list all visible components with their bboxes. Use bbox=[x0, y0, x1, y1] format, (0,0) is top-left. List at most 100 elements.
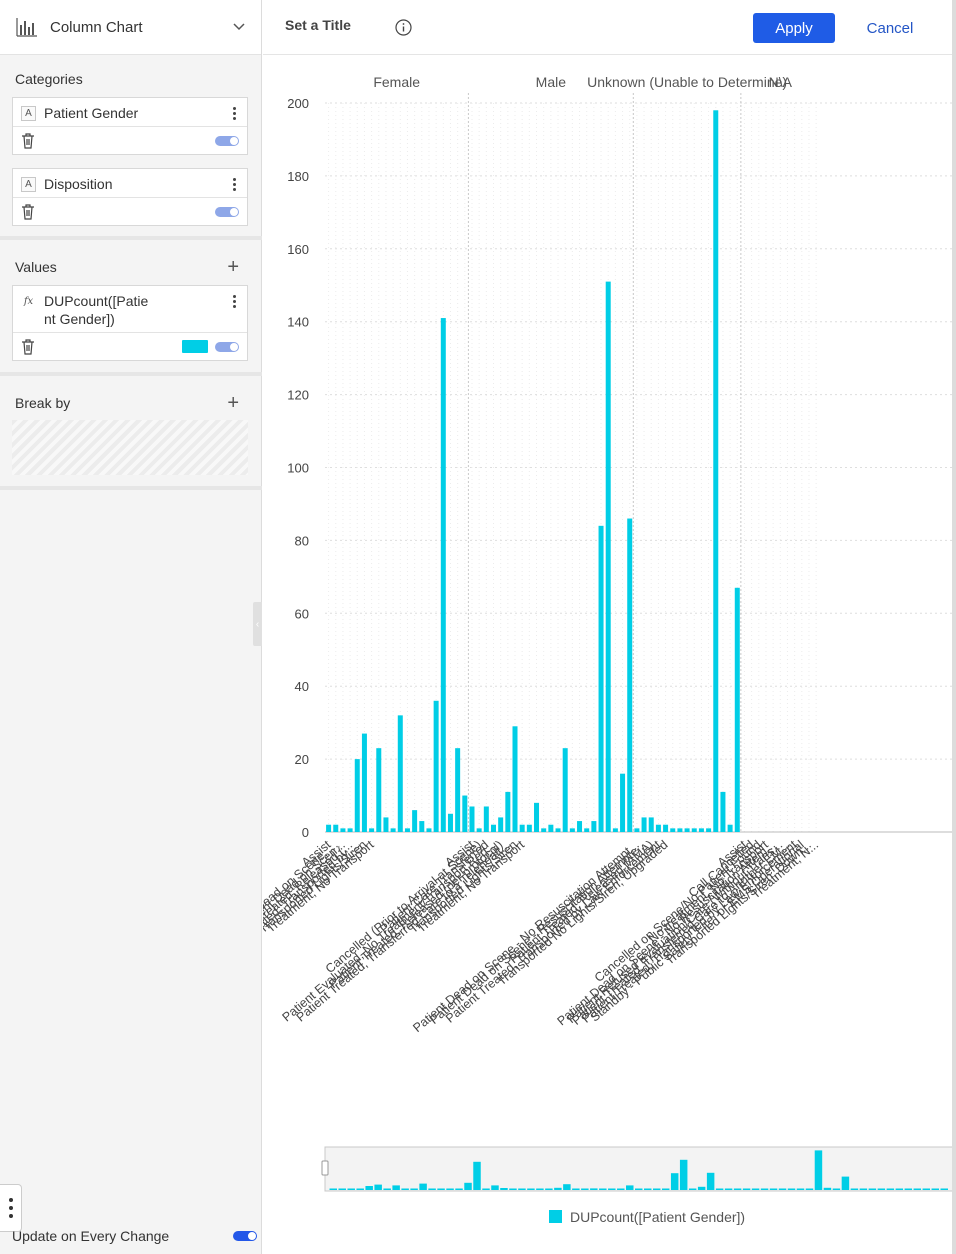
grid-layer bbox=[325, 93, 953, 833]
more-options-icon[interactable] bbox=[229, 104, 239, 120]
bar bbox=[347, 828, 353, 832]
visibility-toggle[interactable] bbox=[215, 135, 239, 146]
column-chart-icon bbox=[16, 18, 37, 37]
break-by-title: Break by bbox=[15, 395, 71, 411]
navigator-bar bbox=[679, 1159, 688, 1190]
chevron-down-icon[interactable] bbox=[233, 23, 245, 31]
bar bbox=[569, 828, 575, 832]
chart-type-label: Column Chart bbox=[50, 18, 143, 36]
category-card-patient-gender: A Patient Gender bbox=[12, 97, 248, 155]
legend-swatch bbox=[549, 1210, 562, 1223]
bar bbox=[612, 828, 618, 832]
y-tick-label: 200 bbox=[287, 96, 309, 111]
bar bbox=[591, 821, 597, 832]
bar bbox=[354, 759, 360, 832]
formula-icon: fx bbox=[23, 296, 34, 307]
chart-navigator bbox=[321, 1146, 954, 1192]
category-label[interactable]: Disposition bbox=[44, 176, 113, 192]
y-tick-label: 20 bbox=[295, 752, 309, 767]
more-options-icon[interactable] bbox=[229, 175, 239, 191]
update-on-change-row: Update on Every Change bbox=[12, 1228, 257, 1244]
navigator-bar bbox=[635, 1188, 643, 1190]
bar bbox=[383, 817, 389, 832]
bar bbox=[404, 828, 410, 832]
trash-icon[interactable] bbox=[21, 338, 35, 355]
column-chart: Female Male Unknown (Unable to Determine)N… bbox=[263, 74, 954, 1225]
navigator-bar bbox=[742, 1188, 751, 1190]
bar bbox=[555, 828, 561, 832]
navigator-bar bbox=[823, 1187, 832, 1190]
navigator-bar bbox=[347, 1188, 355, 1190]
navigator-bar bbox=[338, 1188, 346, 1190]
bar bbox=[490, 824, 496, 832]
bar bbox=[476, 828, 482, 832]
navigator-bar bbox=[392, 1185, 400, 1190]
navigator-bar bbox=[814, 1150, 823, 1190]
navigator-bar bbox=[599, 1188, 607, 1190]
visibility-toggle[interactable] bbox=[215, 341, 239, 352]
values-section-title: Values + bbox=[0, 257, 254, 277]
navigator-bar bbox=[554, 1187, 562, 1190]
navigator-bar bbox=[895, 1188, 904, 1190]
y-tick-label: 60 bbox=[295, 606, 309, 621]
add-break-by-button[interactable]: + bbox=[227, 392, 239, 414]
navigator-bar bbox=[760, 1188, 769, 1190]
break-by-dropzone[interactable] bbox=[12, 420, 248, 475]
bar bbox=[397, 715, 403, 832]
update-on-change-toggle[interactable] bbox=[233, 1231, 257, 1241]
navigator-bar bbox=[697, 1186, 706, 1190]
bar bbox=[713, 110, 719, 833]
bar bbox=[691, 828, 697, 832]
values-title: Values bbox=[15, 259, 57, 275]
y-tick-label: 80 bbox=[295, 533, 309, 548]
navigator-handle bbox=[321, 1160, 329, 1176]
add-value-button[interactable]: + bbox=[227, 256, 239, 278]
bar bbox=[340, 828, 346, 832]
navigator-bar bbox=[527, 1188, 535, 1190]
navigator-bar bbox=[868, 1188, 877, 1190]
bar bbox=[541, 828, 547, 832]
value-label[interactable]: DUPcount([Patie nt Gender]) bbox=[44, 292, 229, 328]
section-divider bbox=[0, 236, 262, 240]
chart-type-selector[interactable]: Column Chart bbox=[0, 0, 261, 55]
collapse-sidebar-handle[interactable]: ‹ bbox=[253, 602, 262, 646]
group-header: Male bbox=[536, 74, 567, 90]
navigator-bar bbox=[724, 1188, 733, 1190]
navigator-bar bbox=[572, 1188, 580, 1190]
navigator-bar bbox=[715, 1188, 724, 1190]
bar bbox=[605, 281, 611, 832]
bar bbox=[498, 817, 504, 832]
navigator-bar bbox=[877, 1188, 886, 1190]
bar bbox=[512, 726, 518, 832]
navigator-bar bbox=[850, 1188, 859, 1190]
visibility-toggle[interactable] bbox=[215, 206, 239, 217]
category-label[interactable]: Patient Gender bbox=[44, 105, 139, 121]
navigator-bar bbox=[581, 1188, 589, 1190]
bar bbox=[333, 824, 339, 832]
navigator-bar bbox=[922, 1188, 931, 1190]
bar bbox=[426, 828, 432, 832]
navigator-bar bbox=[446, 1188, 454, 1190]
navigator-bar bbox=[688, 1188, 697, 1190]
navigator-bar bbox=[841, 1176, 850, 1190]
cancel-button[interactable]: Cancel bbox=[857, 13, 923, 43]
bar bbox=[562, 748, 568, 832]
trash-icon[interactable] bbox=[21, 132, 35, 149]
group-header: N\A bbox=[769, 74, 793, 90]
info-icon[interactable] bbox=[395, 19, 412, 36]
more-options-icon[interactable] bbox=[229, 292, 239, 308]
bar bbox=[663, 824, 669, 832]
trash-icon[interactable] bbox=[21, 203, 35, 220]
series-color-swatch[interactable] bbox=[182, 340, 208, 353]
navigator-bar bbox=[365, 1186, 373, 1190]
chart-title[interactable]: Set a Title bbox=[285, 17, 351, 33]
navigator-bar bbox=[437, 1188, 445, 1190]
widget-menu-button[interactable] bbox=[0, 1184, 22, 1232]
apply-button[interactable]: Apply bbox=[753, 13, 835, 43]
navigator-bar bbox=[383, 1188, 391, 1190]
bar bbox=[677, 828, 683, 832]
y-tick-label: 0 bbox=[302, 825, 309, 840]
navigator-bar bbox=[931, 1188, 940, 1190]
navigator-bar bbox=[904, 1188, 913, 1190]
section-divider bbox=[0, 372, 262, 376]
